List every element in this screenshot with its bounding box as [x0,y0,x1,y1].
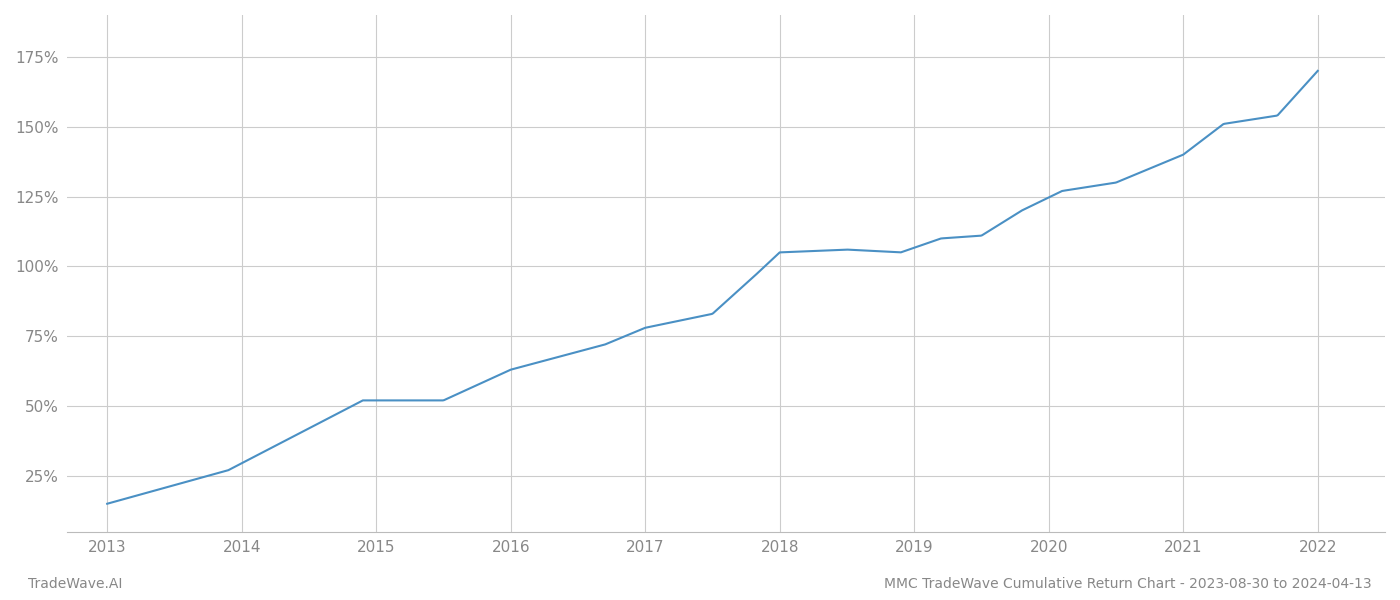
Text: MMC TradeWave Cumulative Return Chart - 2023-08-30 to 2024-04-13: MMC TradeWave Cumulative Return Chart - … [885,577,1372,591]
Text: TradeWave.AI: TradeWave.AI [28,577,122,591]
